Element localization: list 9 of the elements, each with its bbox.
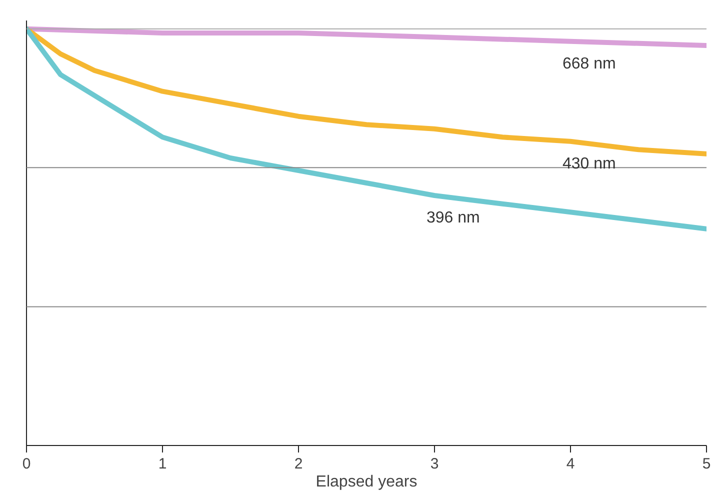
x-tick-label: 1 — [158, 456, 167, 472]
x-tick-label: 2 — [294, 456, 303, 472]
x-axis-title: Elapsed years — [316, 474, 418, 490]
x-tick-label: 4 — [566, 456, 575, 472]
x-tick-label: 3 — [430, 456, 439, 472]
series-label: 668 nm — [562, 55, 616, 72]
series-label: 396 nm — [426, 210, 480, 226]
x-tick-label: 5 — [702, 456, 711, 472]
x-tick-label: 0 — [22, 456, 31, 472]
